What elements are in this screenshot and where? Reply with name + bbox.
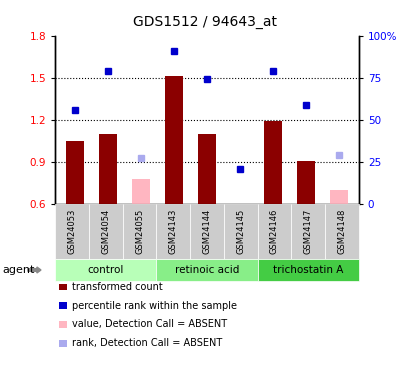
Bar — [164, 76, 183, 204]
Bar — [66, 141, 84, 204]
Text: GSM24054: GSM24054 — [101, 209, 110, 254]
Text: GSM24148: GSM24148 — [337, 209, 346, 254]
Text: percentile rank within the sample: percentile rank within the sample — [72, 301, 236, 310]
Bar — [329, 190, 347, 204]
Text: GSM24055: GSM24055 — [135, 209, 144, 254]
Bar — [263, 122, 281, 204]
Bar — [132, 179, 150, 204]
Text: GSM24147: GSM24147 — [303, 209, 312, 254]
Bar — [296, 161, 314, 204]
Text: GSM24143: GSM24143 — [169, 209, 178, 254]
Bar — [99, 134, 117, 204]
Text: rank, Detection Call = ABSENT: rank, Detection Call = ABSENT — [72, 338, 221, 348]
Text: value, Detection Call = ABSENT: value, Detection Call = ABSENT — [72, 320, 226, 329]
Text: GSM24146: GSM24146 — [269, 209, 278, 254]
Text: transformed count: transformed count — [72, 282, 162, 292]
Text: GSM24145: GSM24145 — [236, 209, 245, 254]
Text: retinoic acid: retinoic acid — [174, 265, 239, 275]
Text: GSM24144: GSM24144 — [202, 209, 211, 254]
Text: control: control — [88, 265, 124, 275]
Text: agent: agent — [2, 265, 34, 275]
Text: GDS1512 / 94643_at: GDS1512 / 94643_at — [133, 15, 276, 29]
Bar — [198, 134, 216, 204]
Text: GSM24053: GSM24053 — [67, 209, 76, 254]
Text: trichostatin A: trichostatin A — [272, 265, 342, 275]
